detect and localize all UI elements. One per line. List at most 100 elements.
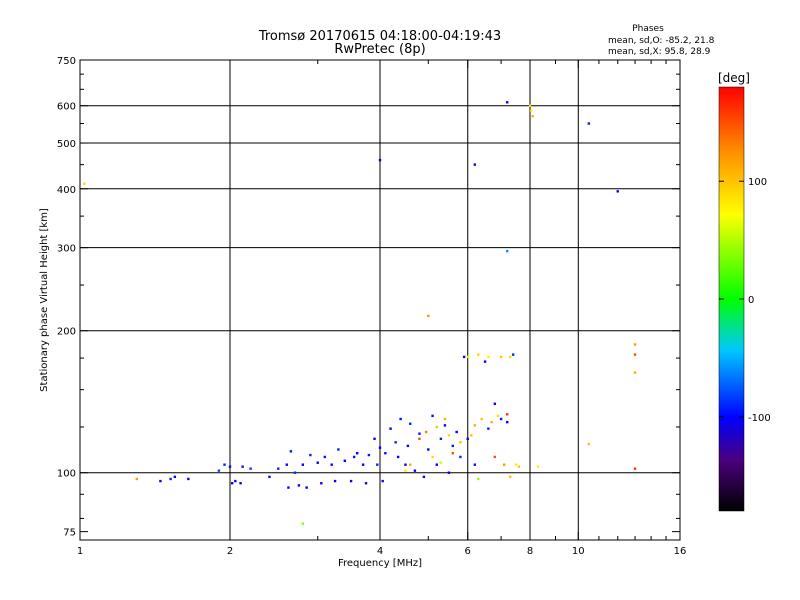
data-point [633, 343, 637, 346]
data-point [514, 463, 518, 466]
data-point [480, 417, 483, 421]
data-point [230, 482, 234, 485]
data-point [427, 314, 430, 318]
data-point [409, 422, 412, 425]
y-tick-label: 600 [57, 102, 76, 113]
data-point [528, 104, 532, 107]
data-point [289, 450, 293, 453]
y-tick-label: 100 [57, 469, 76, 480]
data-point [301, 463, 305, 466]
data-point [462, 355, 466, 359]
data-point [473, 463, 477, 466]
data-point [330, 463, 333, 466]
y-axis-label: Stationary phase Virtual Height [km] [39, 208, 50, 392]
chart-title: Tromsø 20170615 04:18:00-04:19:43 [258, 29, 501, 44]
data-point [399, 417, 402, 421]
stats-line-o: mean, sd,O: -85.2, 21.8 [608, 36, 715, 46]
colorbar-tick-label: 0 [748, 295, 754, 306]
grid-layer [80, 60, 680, 540]
data-point [418, 432, 421, 435]
data-point [470, 434, 473, 437]
data-point [337, 448, 340, 451]
data-point [511, 353, 515, 356]
data-point [241, 465, 244, 468]
data-point [477, 353, 480, 356]
data-point [447, 471, 451, 474]
data-point [404, 463, 407, 466]
data-point [333, 479, 337, 483]
x-tick-label: 1 [77, 546, 83, 557]
data-point [223, 463, 226, 466]
data-point [389, 427, 392, 430]
data-point [396, 455, 400, 459]
data-point [413, 469, 417, 472]
data-point [459, 455, 462, 459]
data-point [477, 477, 480, 481]
data-point [499, 417, 503, 421]
data-point [268, 475, 271, 479]
data-point [364, 482, 368, 485]
data-point [473, 424, 477, 427]
data-point [633, 467, 637, 470]
data-point [323, 455, 327, 459]
data-point [277, 467, 280, 470]
y-tick-label: 75 [63, 528, 76, 539]
data-point [394, 441, 397, 444]
x-tick-label: 8 [527, 546, 533, 557]
data-point [297, 484, 301, 487]
colorbar-tick-label: -100 [748, 413, 771, 424]
x-tick-label: 10 [572, 546, 585, 557]
data-point [505, 420, 509, 424]
data-point [293, 471, 297, 474]
data-point [466, 437, 469, 441]
data-point [443, 424, 447, 427]
data-point [376, 463, 379, 466]
data-point [404, 469, 407, 472]
data-point [587, 442, 591, 446]
data-point [508, 475, 512, 479]
chart-subtitle: RwPretec (8p) [334, 42, 425, 57]
data-point [431, 455, 434, 459]
data-point [285, 463, 288, 466]
y-tick-label: 400 [57, 185, 76, 196]
colorbar-ticks: 100 0 -100 [719, 177, 771, 424]
data-point [502, 463, 506, 466]
data-point [517, 465, 521, 468]
data-point [378, 158, 382, 162]
data-point [343, 459, 347, 462]
data-point [443, 417, 447, 421]
data-point [378, 446, 382, 449]
data-point [439, 461, 443, 464]
data-point [531, 115, 534, 118]
data-point [435, 425, 438, 429]
x-tick-label: 2 [227, 546, 233, 557]
data-point [316, 461, 319, 464]
data-point [431, 414, 434, 418]
x-tick-label: 4 [377, 546, 383, 557]
x-tick-label: 6 [465, 546, 471, 557]
data-point [422, 475, 426, 479]
data-point [490, 420, 493, 424]
data-point [455, 430, 458, 434]
data-point [384, 451, 387, 455]
data-point [493, 402, 497, 405]
y-tick-label: 500 [57, 139, 76, 150]
data-point [320, 482, 323, 485]
data-point [451, 444, 455, 448]
data-point [135, 477, 138, 481]
x-axis-label: Frequency [MHz] [338, 558, 422, 569]
tick-layer: 1 2 4 6 8 10 16 75 100 200 300 400 500 600 750 [57, 56, 686, 557]
data-point [305, 486, 308, 489]
x-tick-label: 16 [674, 546, 687, 557]
data-point [406, 444, 410, 448]
data-point [309, 453, 312, 457]
data-point [159, 479, 162, 483]
y-tick-label: 750 [57, 56, 76, 67]
data-point [373, 437, 376, 441]
data-point [409, 463, 412, 466]
data-point [633, 371, 637, 374]
data-point [187, 477, 190, 481]
data-point [508, 355, 512, 359]
data-point [496, 414, 500, 418]
data-point [173, 475, 177, 479]
